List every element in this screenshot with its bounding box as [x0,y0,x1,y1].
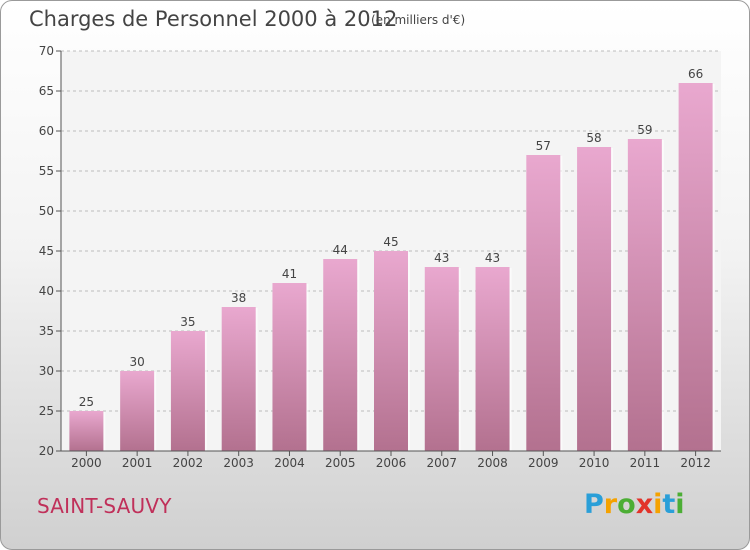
bar [577,147,612,451]
bar [627,139,662,451]
y-tick-label: 70 [39,44,54,58]
chart-subtitle: (en milliers d'€) [371,13,466,27]
bar [69,411,104,451]
bar-value-label: 58 [586,131,601,145]
bar-value-label: 57 [536,139,551,153]
bar-value-label: 66 [688,67,703,81]
bar-value-label: 35 [180,315,195,329]
bar [170,331,205,451]
bar [323,259,358,451]
bar [272,283,307,451]
bar-value-label: 43 [434,251,449,265]
place-name: SAINT-SAUVY [37,494,172,518]
bar-value-label: 38 [231,291,246,305]
y-tick-label: 35 [39,324,54,338]
bar [120,371,155,451]
logo-letter: P [584,489,604,520]
logo-letter: o [617,489,636,520]
logo-letter: r [603,489,618,520]
x-tick-label: 2001 [122,456,153,470]
y-tick-label: 20 [39,444,54,458]
bar-value-label: 25 [79,395,94,409]
bar [526,155,561,451]
x-tick-label: 2009 [528,456,559,470]
bar-value-label: 44 [333,243,348,257]
bar-value-label: 30 [130,355,145,369]
logo-letter: t [662,489,676,520]
x-tick-label: 2000 [71,456,102,470]
bar-value-label: 41 [282,267,297,281]
bar-value-label: 43 [485,251,500,265]
x-tick-label: 2011 [630,456,661,470]
y-tick-label: 65 [39,84,54,98]
y-tick-label: 60 [39,124,54,138]
x-tick-label: 2005 [325,456,356,470]
y-tick-label: 25 [39,404,54,418]
proxiti-logo: Proxiti [584,489,685,520]
logo-letter: x [635,489,654,520]
chart-title: Charges de Personnel 2000 à 2012 [29,7,398,31]
bar [475,267,510,451]
bar [221,307,256,451]
y-tick-label: 55 [39,164,54,178]
x-tick-label: 2006 [376,456,407,470]
y-tick-label: 40 [39,284,54,298]
y-tick-label: 50 [39,204,54,218]
y-tick-label: 45 [39,244,54,258]
bar-value-label: 59 [637,123,652,137]
x-tick-label: 2010 [579,456,610,470]
logo-letter: i [675,489,685,520]
bar-value-label: 45 [383,235,398,249]
x-tick-label: 2003 [223,456,254,470]
x-tick-label: 2012 [680,456,711,470]
y-tick-label: 30 [39,364,54,378]
bar [374,251,408,451]
bar [424,267,459,451]
x-tick-label: 2007 [426,456,457,470]
x-tick-label: 2002 [173,456,204,470]
x-tick-label: 2008 [477,456,508,470]
x-tick-label: 2004 [274,456,305,470]
logo-letter: i [653,489,663,520]
bar [678,83,713,451]
